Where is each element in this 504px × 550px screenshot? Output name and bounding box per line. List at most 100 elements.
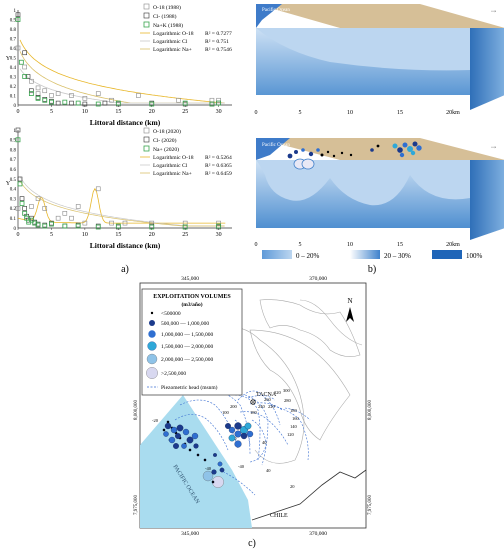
well [234, 440, 242, 448]
legend-name: Logarithmic Na+ [153, 171, 192, 177]
contour-label: 200 [230, 404, 238, 409]
well [234, 422, 242, 430]
legend-class: 1,500,000 — 2,000,000 [161, 344, 214, 350]
block-1988: Pacific Ocean ⇢ [256, 4, 504, 110]
data-point [62, 223, 68, 229]
data-point [17, 181, 23, 187]
data-point [182, 100, 188, 106]
data-point [95, 224, 101, 230]
panel-b-legend: 0 – 20% 20 – 30% 100% [262, 250, 483, 260]
data-point [69, 100, 74, 106]
contour-label: 320 [274, 390, 282, 395]
legend-name: Logarithmic Na+ [153, 47, 192, 53]
data-point [15, 137, 21, 143]
x-tick-label: 5 [50, 109, 53, 115]
data-point [95, 101, 101, 107]
legend-piezo-label: Piezometric head (msnm) [161, 384, 218, 391]
bottom-xlabel: Littoral distance (km) [90, 241, 161, 250]
data-point [182, 224, 188, 230]
legend-swatch-100 [432, 250, 462, 259]
trend-curve [19, 39, 225, 104]
block-2020-x-ticks: 0 5 10 15 20km [255, 242, 461, 248]
data-point [55, 91, 61, 96]
legend-marker-na [143, 145, 150, 152]
data-point [15, 12, 21, 18]
x-tick-label: 0 [17, 109, 20, 115]
city-label: TACNA [256, 392, 277, 398]
legend-swatch-20-30 [350, 250, 380, 259]
block-side [470, 160, 504, 240]
legend-name: Na+ (2020) [153, 146, 179, 153]
data-point [176, 97, 181, 103]
y-tick-label: 0.4 [10, 188, 17, 193]
x-tick-label: 10 [82, 109, 88, 115]
terrain-contour [209, 326, 305, 464]
bottom-legend: O-18 (2020) Cl- (2020) Na+ (2020) Logari… [140, 127, 232, 177]
data-point [22, 50, 27, 56]
data-point [35, 85, 41, 91]
piezo-line [284, 407, 311, 421]
data-point [42, 97, 48, 103]
well [188, 448, 192, 452]
top-tick: 345,000 [181, 276, 199, 282]
data-point [22, 206, 27, 211]
x-tick-label: 30 [216, 109, 222, 115]
legend-class: 1,000,000 — 1,500,000 [161, 332, 214, 338]
top-y-ticks: 0 0.1 0.2 0.3 0.4 0.5 0.6 0.7 0.8 0.9 1 [10, 9, 17, 109]
x-tick-label: 10 [347, 242, 353, 248]
y-tick-label: 0.7 [10, 37, 17, 42]
well [163, 431, 169, 437]
y-tick-label: 0.6 [10, 168, 17, 173]
legend-symbol [150, 311, 154, 315]
bottom-trend-curves [17, 176, 226, 227]
north-arrow-icon [346, 307, 354, 322]
legend-label: 100% [466, 252, 483, 260]
x-tick-label: 15 [115, 232, 121, 238]
data-point [209, 101, 215, 107]
saline-wedge [256, 28, 470, 95]
well [181, 443, 187, 449]
well [202, 470, 214, 482]
data-point [28, 217, 34, 223]
right-tick: 7,975,000 [368, 495, 373, 516]
data-point [18, 59, 24, 65]
data-point [15, 45, 21, 51]
city-marker-dot [252, 401, 254, 403]
x-tick-label: 30 [216, 232, 222, 238]
legend-symbol [146, 367, 158, 379]
border-line [251, 469, 367, 521]
contour-label: 100 [222, 410, 230, 415]
y-tick-label: 0.2 [10, 85, 17, 90]
data-point [42, 206, 48, 211]
contour-label: 300 [283, 388, 291, 393]
data-point [69, 215, 74, 221]
arrow-east: ⇢ [491, 9, 496, 15]
data-point [29, 204, 34, 209]
data-point [62, 223, 68, 229]
piezo-line [249, 419, 267, 463]
top-xlabel: Littoral distance (km) [90, 118, 161, 127]
y-tick-label: 0.9 [10, 139, 17, 144]
legend-name: Logarithmic O-18 [153, 155, 194, 161]
x-tick-label: 20 [149, 109, 155, 115]
contour-label: -40 [238, 464, 245, 469]
ocean-label: Pacific Ocean [262, 8, 290, 13]
data-point [95, 91, 101, 96]
block-top-land [256, 4, 504, 28]
top-ylabel: Y [6, 56, 11, 62]
panel-b-label: b) [368, 264, 376, 275]
piezo-line [239, 411, 289, 446]
well [170, 426, 178, 434]
contour-label: 120 [287, 432, 295, 437]
legend-marker-na [143, 21, 150, 28]
x-tick-label: 0 [255, 242, 258, 248]
piezo-line [234, 394, 261, 461]
data-point [15, 17, 21, 22]
x-tick-label: 15 [115, 109, 121, 115]
well [234, 430, 242, 438]
well [166, 420, 170, 424]
data-point [216, 223, 222, 229]
well [182, 428, 190, 436]
x-tick-label: 20km [446, 110, 460, 116]
data-point [149, 101, 155, 107]
